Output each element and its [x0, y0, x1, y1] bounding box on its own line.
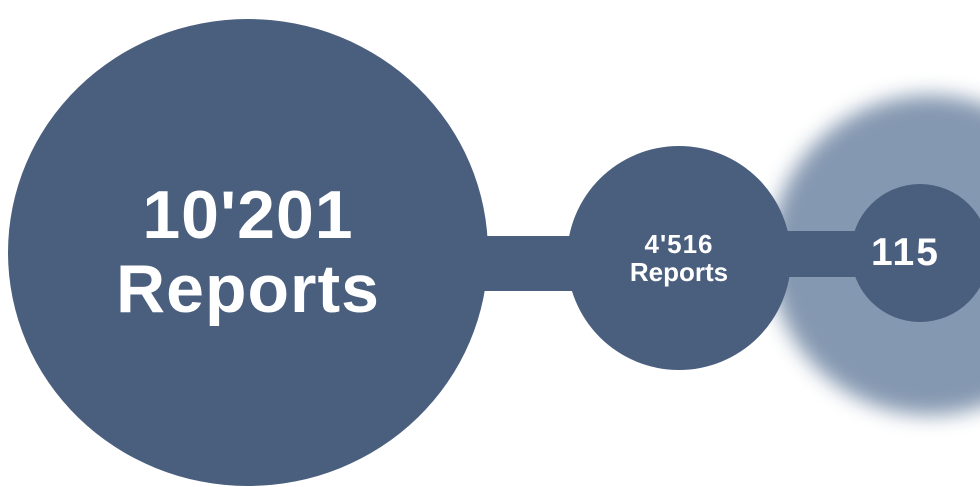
report-count-circle-medium: 4'516 Reports: [567, 146, 791, 370]
report-count-value: 10'201: [142, 177, 354, 254]
report-count-unit: Reports: [116, 250, 380, 327]
report-count-value: 4'516: [644, 228, 714, 259]
report-count-circle-small: 115: [851, 184, 980, 322]
report-count-value: 115: [871, 231, 940, 274]
report-count-circle-large: 10'201 Reports: [8, 19, 488, 486]
report-count-unit: Reports: [629, 257, 729, 287]
